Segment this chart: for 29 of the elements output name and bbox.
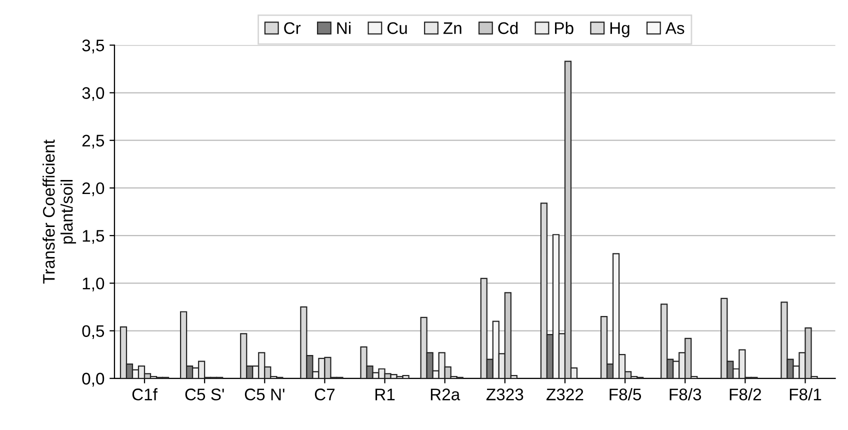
legend-label: Ni — [337, 22, 350, 34]
x-tick-label: F8/5 — [610, 388, 642, 400]
y-tick-label: 0,0 — [82, 372, 104, 387]
x-tick-label: F8/3 — [670, 388, 702, 400]
legend-label: Zn — [443, 22, 462, 34]
legend-label: Pb — [555, 22, 574, 34]
y-tick-label: 2,0 — [82, 182, 104, 196]
y-tick-label: 2,5 — [82, 134, 104, 149]
x-tick-label: Z322 — [546, 388, 584, 400]
legend-label: Hg — [610, 22, 630, 38]
x-tick-label: F8/2 — [730, 388, 762, 400]
y-tick-label: 1,5 — [82, 230, 104, 244]
y-tick-label: 3,0 — [82, 87, 104, 101]
legend-label: Cd — [498, 22, 518, 34]
y-axis-title: Transfer Coefficient plant/soil — [42, 140, 76, 284]
legend-label: Cu — [387, 22, 407, 34]
y-tick-label: 0,5 — [82, 325, 104, 339]
x-tick-label: C5 S' — [185, 388, 224, 400]
x-tick-label: C5 N' — [244, 388, 284, 400]
legend-label: Cr — [284, 22, 301, 34]
y-tick-label: 1,0 — [82, 278, 104, 292]
x-tick-label: Z323 — [486, 388, 524, 400]
x-tick-label: C1f — [132, 388, 158, 400]
legend-label: As — [665, 22, 684, 34]
x-tick-label: R2a — [430, 388, 460, 400]
x-tick-label: R1 — [375, 388, 395, 400]
y-tick-label: 3,5 — [82, 40, 104, 54]
x-tick-label: F8/1 — [790, 388, 822, 400]
x-tick-label: C7 — [314, 388, 335, 400]
